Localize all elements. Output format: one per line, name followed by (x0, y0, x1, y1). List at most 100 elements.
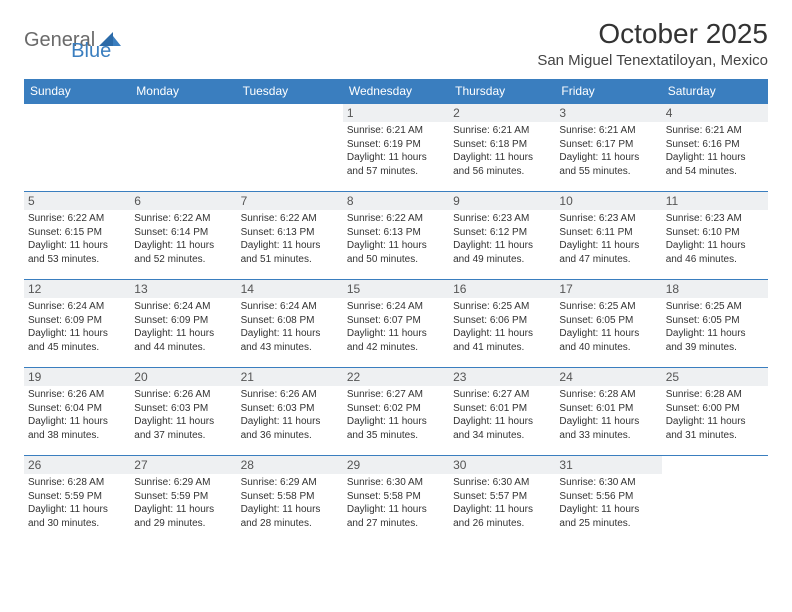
calendar-day-cell: 21 Sunrise: 6:26 AMSunset: 6:03 PMDayligh… (237, 368, 343, 456)
location-label: San Miguel Tenextatiloyan, Mexico (537, 52, 768, 69)
day-number: 9 (449, 192, 555, 210)
calendar-week-row: 19Sunrise: 6:26 AMSunset: 6:04 PMDayligh… (24, 368, 768, 456)
sunset-text: Sunset: 6:18 PM (453, 138, 551, 152)
daylight-text: Daylight: 11 hours and 27 minutes. (347, 503, 445, 530)
dayheader-saturday: Saturday (662, 79, 768, 104)
logo: General Blue (24, 18, 111, 63)
month-title: October 2025 (537, 18, 768, 50)
calendar-day-cell: 16Sunrise: 6:25 AMSunset: 6:06 PMDayligh… (449, 280, 555, 368)
day-number: 21 (237, 368, 343, 386)
day-number: 16 (449, 280, 555, 298)
sunrise-text: Sunrise: 6:30 AM (453, 476, 551, 490)
daylight-text: Daylight: 11 hours and 53 minutes. (28, 239, 126, 266)
daylight-text: Daylight: 11 hours and 46 minutes. (666, 239, 764, 266)
daylight-text: Daylight: 11 hours and 44 minutes. (134, 327, 232, 354)
day-number: 8 (343, 192, 449, 210)
calendar-day-cell: 30Sunrise: 6:30 AMSunset: 5:57 PMDayligh… (449, 456, 555, 544)
sunrise-text: Sunrise: 6:22 AM (347, 212, 445, 226)
calendar-day-cell: 17Sunrise: 6:25 AMSunset: 6:05 PMDayligh… (555, 280, 661, 368)
day-number: 19 (24, 368, 130, 386)
day-info: Sunrise: 6:21 AMSunset: 6:19 PMDaylight:… (347, 124, 445, 178)
day-number: 10 (555, 192, 661, 210)
sunset-text: Sunset: 5:59 PM (134, 490, 232, 504)
day-number: 20 (130, 368, 236, 386)
daylight-text: Daylight: 11 hours and 42 minutes. (347, 327, 445, 354)
sunset-text: Sunset: 6:05 PM (559, 314, 657, 328)
day-info: Sunrise: 6:30 AMSunset: 5:58 PMDaylight:… (347, 476, 445, 530)
day-number: 26 (24, 456, 130, 474)
day-info: Sunrise: 6:22 AMSunset: 6:13 PMDaylight:… (241, 212, 339, 266)
day-info: Sunrise: 6:22 AMSunset: 6:15 PMDaylight:… (28, 212, 126, 266)
sunrise-text: Sunrise: 6:26 AM (241, 388, 339, 402)
calendar-day-cell: 1Sunrise: 6:21 AMSunset: 6:19 PMDaylight… (343, 104, 449, 192)
sunset-text: Sunset: 6:12 PM (453, 226, 551, 240)
sunrise-text: Sunrise: 6:25 AM (666, 300, 764, 314)
calendar-day-cell (662, 456, 768, 544)
day-number: 22 (343, 368, 449, 386)
daylight-text: Daylight: 11 hours and 28 minutes. (241, 503, 339, 530)
day-info: Sunrise: 6:22 AMSunset: 6:14 PMDaylight:… (134, 212, 232, 266)
sunset-text: Sunset: 6:19 PM (347, 138, 445, 152)
calendar-week-row: 12Sunrise: 6:24 AMSunset: 6:09 PMDayligh… (24, 280, 768, 368)
sunset-text: Sunset: 6:14 PM (134, 226, 232, 240)
calendar-day-cell: 3Sunrise: 6:21 AMSunset: 6:17 PMDaylight… (555, 104, 661, 192)
daylight-text: Daylight: 11 hours and 38 minutes. (28, 415, 126, 442)
calendar-week-row: 5Sunrise: 6:22 AMSunset: 6:15 PMDaylight… (24, 192, 768, 280)
sunset-text: Sunset: 6:07 PM (347, 314, 445, 328)
daylight-text: Daylight: 11 hours and 29 minutes. (134, 503, 232, 530)
day-info: Sunrise: 6:24 AMSunset: 6:07 PMDaylight:… (347, 300, 445, 354)
day-info: Sunrise: 6:29 AMSunset: 5:59 PMDaylight:… (134, 476, 232, 530)
sunrise-text: Sunrise: 6:21 AM (559, 124, 657, 138)
calendar-day-cell: 22Sunrise: 6:27 AMSunset: 6:02 PMDayligh… (343, 368, 449, 456)
calendar-day-cell: 18Sunrise: 6:25 AMSunset: 6:05 PMDayligh… (662, 280, 768, 368)
calendar-day-cell: 29Sunrise: 6:30 AMSunset: 5:58 PMDayligh… (343, 456, 449, 544)
daylight-text: Daylight: 11 hours and 54 minutes. (666, 151, 764, 178)
day-header-row: Sunday Monday Tuesday Wednesday Thursday… (24, 79, 768, 104)
day-number: 25 (662, 368, 768, 386)
calendar-day-cell: 9 Sunrise: 6:23 AMSunset: 6:12 PMDaylight… (449, 192, 555, 280)
daylight-text: Daylight: 11 hours and 25 minutes. (559, 503, 657, 530)
calendar-day-cell: 23Sunrise: 6:27 AMSunset: 6:01 PMDayligh… (449, 368, 555, 456)
day-number: 11 (662, 192, 768, 210)
calendar-day-cell: 10 Sunrise: 6:23 AMSunset: 6:11 PMDayligh… (555, 192, 661, 280)
sunrise-text: Sunrise: 6:27 AM (347, 388, 445, 402)
daylight-text: Daylight: 11 hours and 52 minutes. (134, 239, 232, 266)
day-number: 28 (237, 456, 343, 474)
daylight-text: Daylight: 11 hours and 35 minutes. (347, 415, 445, 442)
calendar-day-cell (237, 104, 343, 192)
calendar-day-cell: 31Sunrise: 6:30 AMSunset: 5:56 PMDayligh… (555, 456, 661, 544)
sunset-text: Sunset: 6:01 PM (559, 402, 657, 416)
day-number: 23 (449, 368, 555, 386)
sunset-text: Sunset: 6:15 PM (28, 226, 126, 240)
calendar-day-cell: 4Sunrise: 6:21 AMSunset: 6:16 PMDaylight… (662, 104, 768, 192)
day-info: Sunrise: 6:23 AMSunset: 6:11 PMDaylight:… (559, 212, 657, 266)
day-info: Sunrise: 6:28 AMSunset: 5:59 PMDaylight:… (28, 476, 126, 530)
logo-word-2: Blue (71, 40, 111, 63)
sunset-text: Sunset: 5:58 PM (347, 490, 445, 504)
day-info: Sunrise: 6:23 AMSunset: 6:12 PMDaylight:… (453, 212, 551, 266)
day-info: Sunrise: 6:30 AMSunset: 5:56 PMDaylight:… (559, 476, 657, 530)
day-info: Sunrise: 6:21 AMSunset: 6:18 PMDaylight:… (453, 124, 551, 178)
sunset-text: Sunset: 6:16 PM (666, 138, 764, 152)
calendar-day-cell (24, 104, 130, 192)
day-number: 5 (24, 192, 130, 210)
day-number: 30 (449, 456, 555, 474)
day-number: 2 (449, 104, 555, 122)
sunrise-text: Sunrise: 6:27 AM (453, 388, 551, 402)
sunset-text: Sunset: 6:04 PM (28, 402, 126, 416)
day-info: Sunrise: 6:25 AMSunset: 6:05 PMDaylight:… (559, 300, 657, 354)
daylight-text: Daylight: 11 hours and 31 minutes. (666, 415, 764, 442)
day-info: Sunrise: 6:26 AMSunset: 6:03 PMDaylight:… (241, 388, 339, 442)
day-info: Sunrise: 6:28 AMSunset: 6:01 PMDaylight:… (559, 388, 657, 442)
sunset-text: Sunset: 5:56 PM (559, 490, 657, 504)
sunrise-text: Sunrise: 6:22 AM (241, 212, 339, 226)
day-info: Sunrise: 6:25 AMSunset: 6:05 PMDaylight:… (666, 300, 764, 354)
sunrise-text: Sunrise: 6:28 AM (559, 388, 657, 402)
sunrise-text: Sunrise: 6:28 AM (666, 388, 764, 402)
day-number: 14 (237, 280, 343, 298)
daylight-text: Daylight: 11 hours and 30 minutes. (28, 503, 126, 530)
day-info: Sunrise: 6:21 AMSunset: 6:17 PMDaylight:… (559, 124, 657, 178)
daylight-text: Daylight: 11 hours and 33 minutes. (559, 415, 657, 442)
sunrise-text: Sunrise: 6:22 AM (28, 212, 126, 226)
sunrise-text: Sunrise: 6:23 AM (559, 212, 657, 226)
